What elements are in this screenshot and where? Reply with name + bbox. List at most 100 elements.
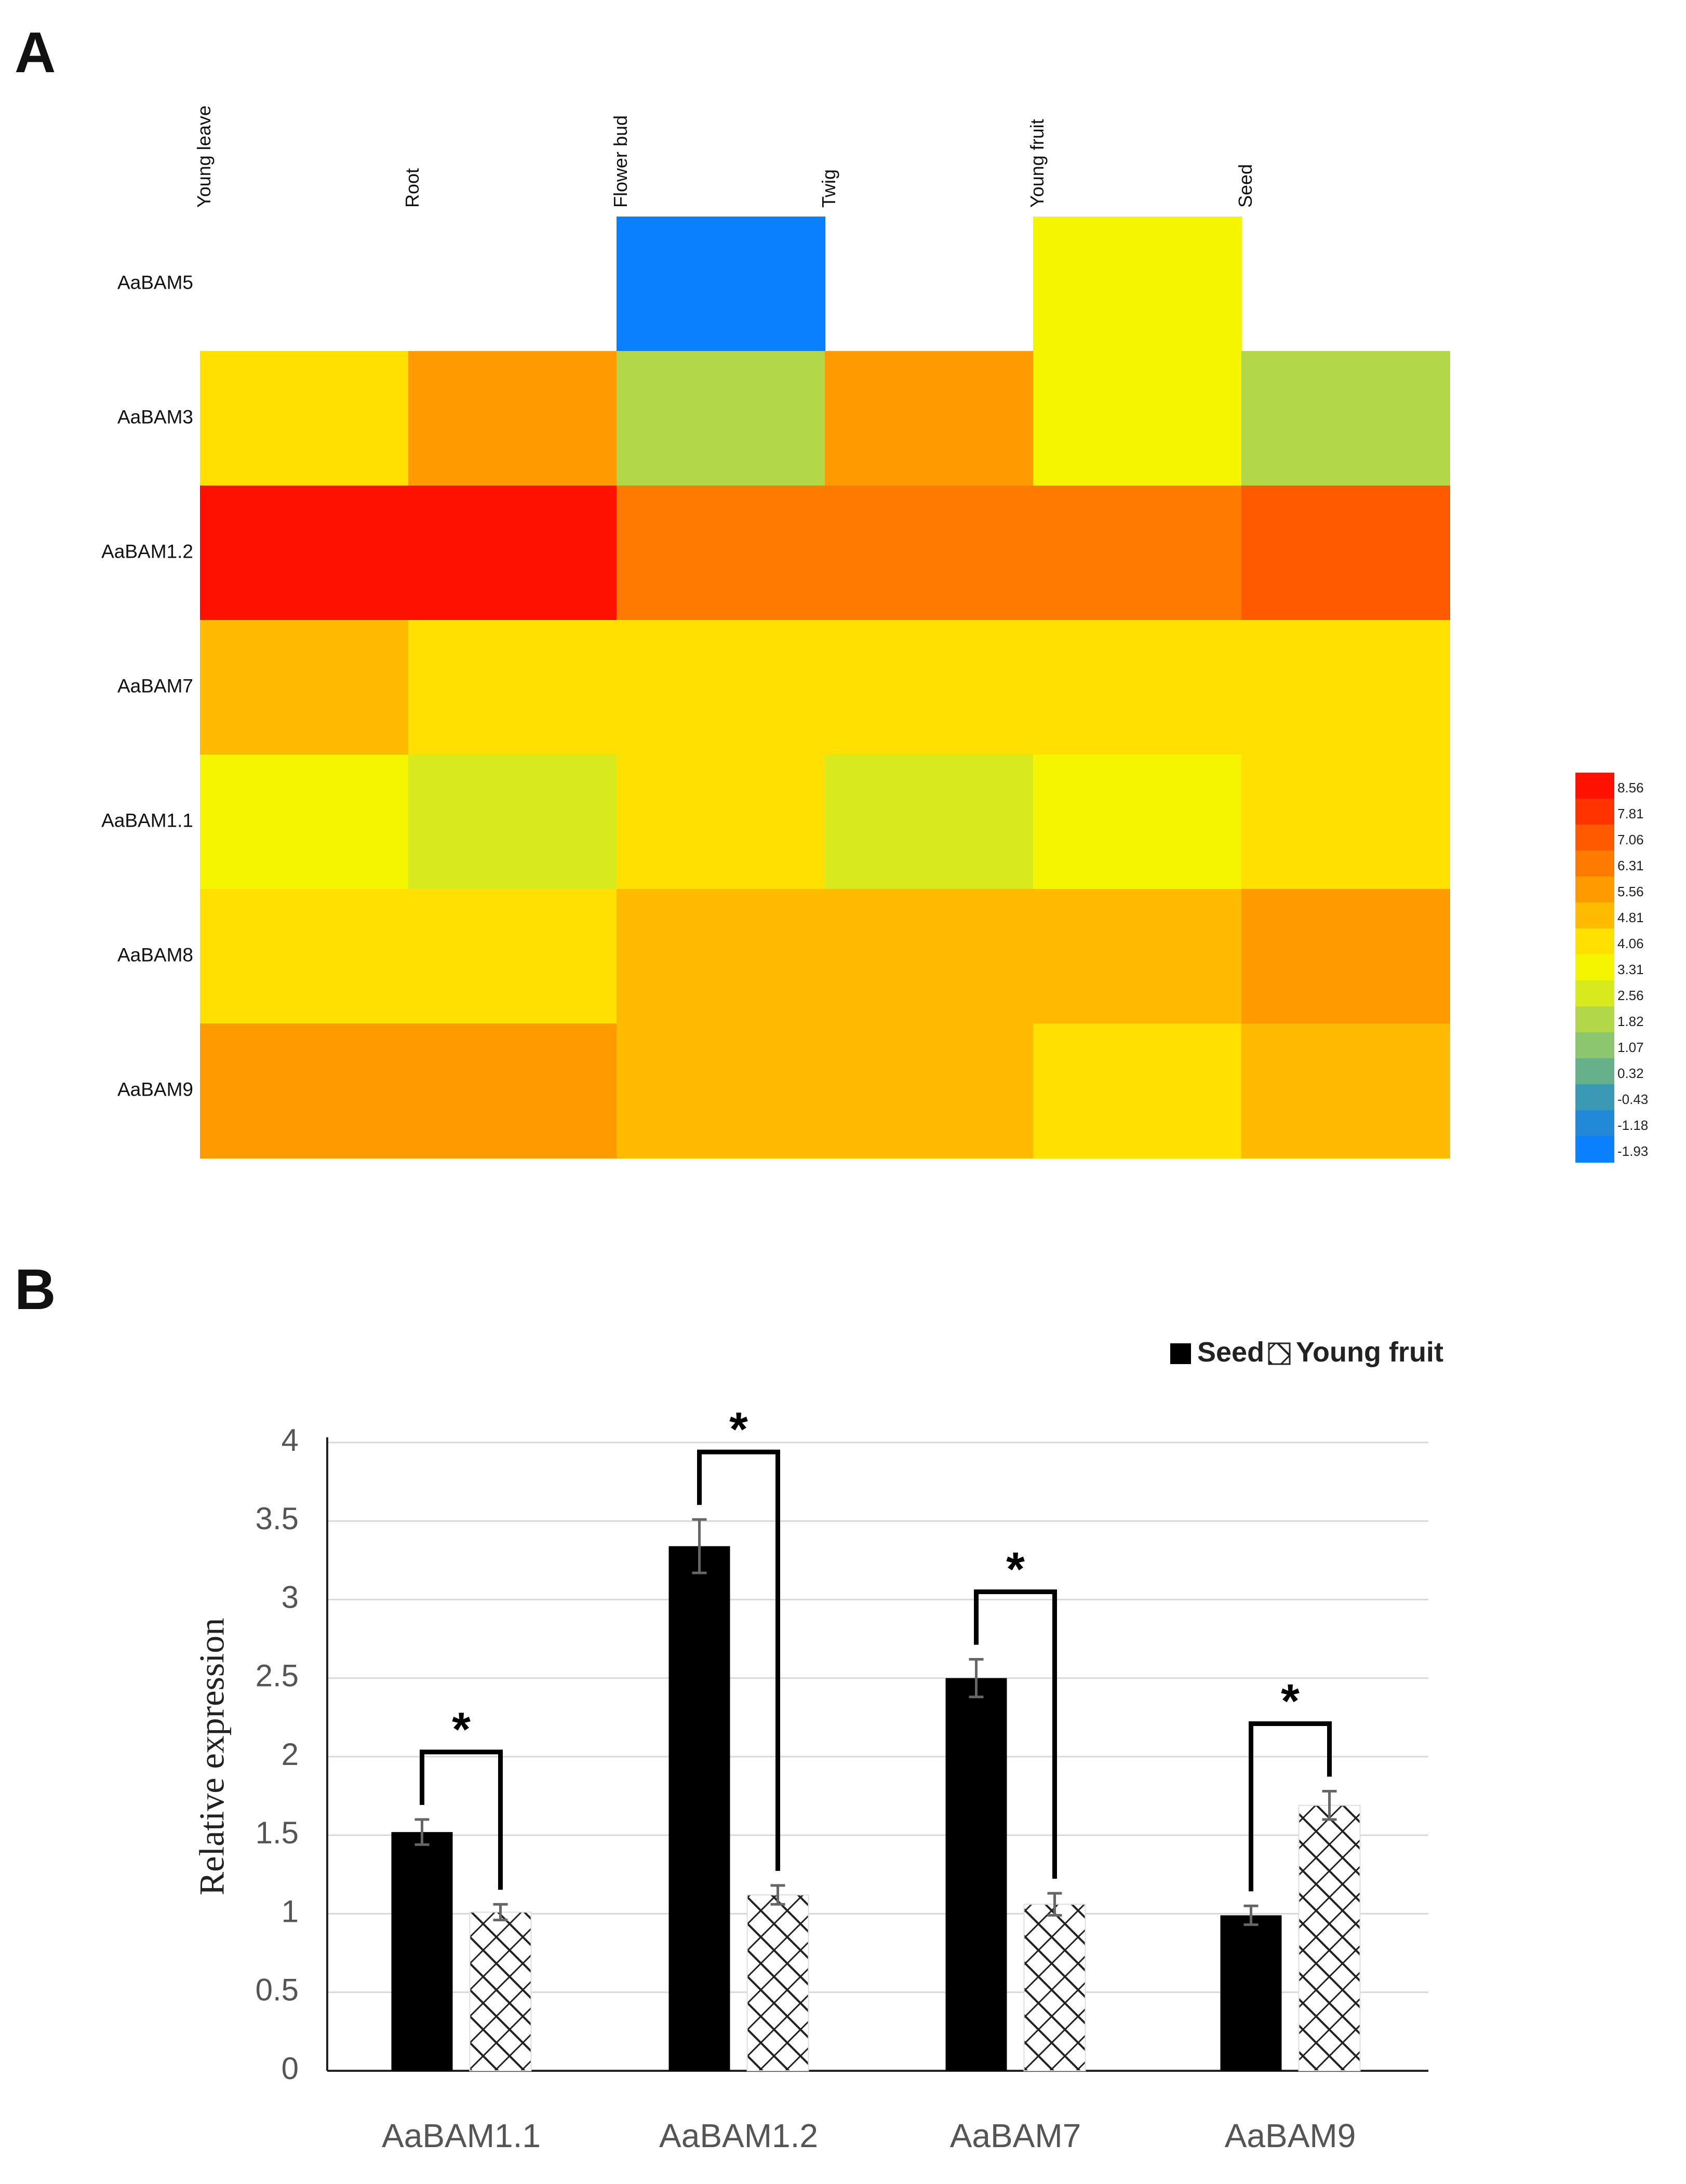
heatmap-cell: [617, 1023, 825, 1158]
heatmap-cell: [408, 620, 617, 755]
legend-swatch-seed: [1170, 1343, 1191, 1364]
panel-a-label: A: [15, 21, 56, 85]
significance-star: *: [452, 1703, 471, 1756]
color-scale-tick-label: -0.43: [1617, 1091, 1648, 1107]
bar-young-fruit: [746, 1894, 809, 2071]
heatmap-cell: [408, 351, 617, 486]
color-scale-swatch: [1575, 799, 1614, 825]
bar-chart: 0 0.5 1 1.5 2 2.5 3 3.5 4 Relative expression * AaB…: [192, 1337, 1443, 2154]
color-scale-swatch: [1575, 954, 1614, 981]
heatmap-cell: [200, 351, 409, 486]
heatmap-cell: [617, 754, 825, 889]
color-scale-swatch: [1575, 902, 1614, 929]
heatmap-cell: [1033, 486, 1242, 621]
bar-seed: [668, 1546, 730, 2071]
heatmap-cell: [825, 1023, 1034, 1158]
heatmap-column-label: Flower bud: [610, 115, 631, 208]
heatmap-cell: [200, 486, 409, 621]
y-tick-label: 2: [282, 1737, 299, 1772]
bar-young-fruit: [1298, 1804, 1361, 2071]
heatmap-cell: [1241, 486, 1450, 621]
y-tick-label: 0.5: [256, 1973, 299, 2007]
color-scale-tick-label: -1.18: [1617, 1117, 1648, 1133]
bar-seed: [1220, 1915, 1282, 2071]
heatmap-row-label: AaBAM9: [117, 1078, 193, 1100]
color-scale-legend: 8.56 7.81 7.06 6.31 5.56 4.81 4.06 3.31 2.56 1.82…: [1575, 773, 1648, 1163]
heatmap-cell: [1033, 754, 1242, 889]
color-scale-swatch: [1575, 980, 1614, 1007]
color-scale-tick-label: -1.93: [1617, 1143, 1648, 1159]
heatmap-cell: [1241, 754, 1450, 889]
bar-young-fruit: [1023, 1904, 1086, 2072]
heatmap-row-label: AaBAM1.2: [101, 541, 193, 562]
color-scale-tick-label: 4.81: [1617, 910, 1644, 925]
x-tick-label: AaBAM9: [1225, 2117, 1356, 2154]
y-tick-label: 0: [282, 2051, 299, 2086]
color-scale-tick-label: 4.06: [1617, 936, 1644, 951]
heatmap-cell: [1241, 620, 1450, 755]
heatmap-cell: [200, 889, 409, 1024]
heatmap-cell: [617, 889, 825, 1024]
significance-bracket: [974, 1589, 1057, 1879]
bar-seed: [945, 1678, 1007, 2071]
color-scale-tick-label: 5.56: [1617, 884, 1644, 899]
heatmap-row-label: AaBAM7: [117, 675, 193, 696]
heatmap-cell: [408, 486, 617, 621]
heatmap-cell: [408, 889, 617, 1024]
heatmap-cell: [1033, 889, 1242, 1024]
color-scale-swatch: [1575, 773, 1614, 799]
heatmap-chart: Young leave Root Flower bud Twig Young fruit…: [101, 105, 1450, 1158]
heatmap-column-label: Twig: [818, 169, 839, 208]
legend-swatch-young-fruit: [1268, 1342, 1291, 1365]
color-scale-swatch: [1575, 928, 1614, 955]
color-scale-swatch: [1575, 1058, 1614, 1085]
heatmap-column-label: Young fruit: [1026, 119, 1048, 208]
color-scale-tick-label: 3.31: [1617, 962, 1644, 977]
heatmap-cell: [617, 351, 825, 486]
heatmap-cell: [200, 1023, 409, 1158]
heatmap-cell: [1033, 620, 1242, 755]
heatmap-cell: [1033, 217, 1242, 352]
color-scale-swatch: [1575, 1110, 1614, 1137]
heatmap-cell: [825, 620, 1034, 755]
heatmap-cell: [1241, 351, 1450, 486]
color-scale-tick-label: 2.56: [1617, 988, 1644, 1003]
heatmap-cell: [825, 754, 1034, 889]
heatmap-row-label: AaBAM5: [117, 272, 193, 293]
bar-seed: [391, 1832, 453, 2071]
color-scale-tick-label: 1.82: [1617, 1014, 1644, 1029]
heatmap-row-label: AaBAM1.1: [101, 810, 193, 831]
heatmap-row-label: AaBAM3: [117, 406, 193, 427]
heatmap-cell: [408, 1023, 617, 1158]
y-tick-label: 1.5: [256, 1815, 299, 1850]
heatmap-cell: [1033, 1023, 1242, 1158]
legend-label-seed: Seed: [1197, 1337, 1264, 1368]
heatmap-cell: [825, 351, 1034, 486]
y-tick-label: 3.5: [256, 1501, 299, 1536]
color-scale-tick-label: 8.56: [1617, 780, 1644, 796]
heatmap-row-label: AaBAM8: [117, 944, 193, 965]
heatmap-cell: [1241, 889, 1450, 1024]
significance-star: *: [729, 1403, 748, 1456]
heatmap-cell: [825, 889, 1034, 1024]
color-scale-tick-label: 7.81: [1617, 806, 1644, 821]
heatmap-cell: [1241, 1023, 1450, 1158]
significance-bracket: [1249, 1721, 1332, 1892]
panel-b-label: B: [15, 1258, 56, 1322]
color-scale-tick-label: 7.06: [1617, 832, 1644, 847]
heatmap-cell: [408, 754, 617, 889]
color-scale-swatch: [1575, 851, 1614, 877]
color-scale-swatch: [1575, 1032, 1614, 1059]
y-tick-label: 4: [282, 1423, 299, 1458]
color-scale-tick-label: 6.31: [1617, 858, 1644, 873]
heatmap-cell: [825, 486, 1034, 621]
color-scale-swatch: [1575, 1006, 1614, 1033]
color-scale-swatch: [1575, 1084, 1614, 1111]
color-scale-tick-label: 1.07: [1617, 1040, 1644, 1055]
heatmap-cell: [200, 620, 409, 755]
x-tick-label: AaBAM1.2: [659, 2117, 818, 2154]
significance-bracket: [420, 1749, 503, 1890]
heatmap-cell: [1033, 351, 1242, 486]
y-tick-label: 3: [282, 1580, 299, 1614]
